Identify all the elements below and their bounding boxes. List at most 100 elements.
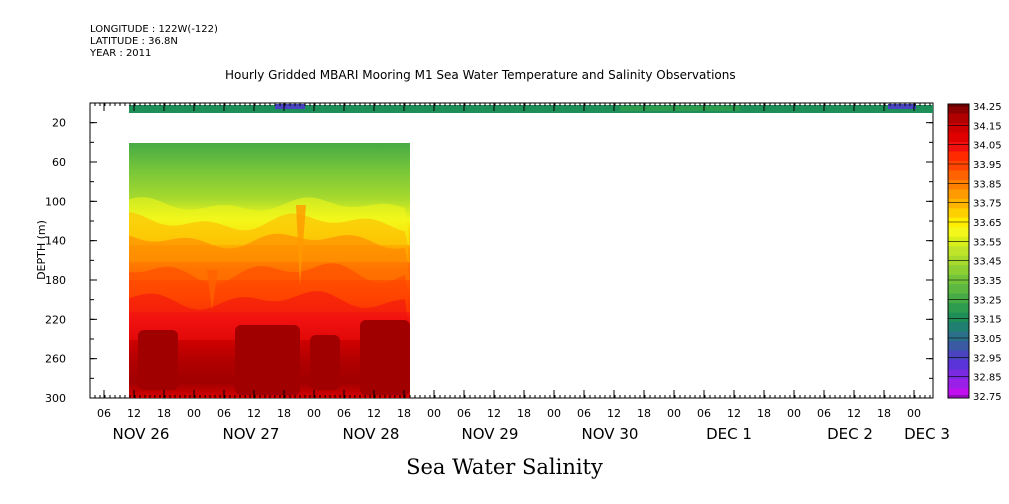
- x-date-label: NOV 27: [223, 425, 280, 443]
- contour-34-10: [129, 291, 410, 340]
- x-hour-label: 12: [367, 407, 381, 420]
- surface-low-patch: [888, 104, 916, 109]
- x-hour-label: 06: [577, 407, 591, 420]
- colorbar-swatch: [948, 198, 969, 209]
- longitude-label: LONGITUDE : 122W(-122): [90, 24, 218, 35]
- colorbar-label: 33.85: [973, 179, 1002, 190]
- colorbar-swatch: [948, 170, 969, 181]
- x-hour-label: 00: [907, 407, 921, 420]
- y-tick-label: 300: [45, 392, 66, 405]
- x-hour-label: 18: [397, 407, 411, 420]
- colorbar-label: 33.25: [973, 295, 1002, 306]
- colorbar-swatch: [948, 141, 969, 152]
- x-hour-label: 00: [187, 407, 201, 420]
- salinity-core: [310, 335, 340, 390]
- x-date-label: DEC 1: [706, 425, 752, 443]
- colorbar-swatch: [948, 151, 969, 162]
- x-hour-label: 00: [787, 407, 801, 420]
- colorbar-swatch: [948, 379, 969, 390]
- colorbar-swatch: [948, 189, 969, 200]
- year-label: YEAR : 2011: [90, 48, 152, 59]
- colorbar-label: 33.15: [973, 315, 1002, 326]
- colorbar-swatch: [948, 265, 969, 276]
- x-hour-label: 18: [277, 407, 291, 420]
- colorbar-swatch: [948, 312, 969, 323]
- colorbar: 34.25 34.15 34.05 33.95 33.85 33.75 33.65 33.55…: [947, 102, 1002, 403]
- y-tick-label: 220: [45, 313, 66, 326]
- y-tick-label: 100: [45, 195, 66, 208]
- colorbar-label: 34.25: [973, 102, 1002, 113]
- x-hour-label: 06: [337, 407, 351, 420]
- x-hour-label: 12: [607, 407, 621, 420]
- x-hour-label: 00: [307, 407, 321, 420]
- colorbar-label: 34.05: [973, 141, 1002, 152]
- surface-mid-patch: [620, 106, 740, 111]
- colorbar-swatch: [948, 388, 969, 399]
- colorbar-swatch: [948, 179, 969, 190]
- x-date-label: NOV 26: [113, 425, 170, 443]
- colorbar-label: 33.35: [973, 276, 1002, 287]
- colorbar-label: 33.05: [973, 334, 1002, 345]
- surface-low-patch: [275, 104, 305, 109]
- chart-title: Hourly Gridded MBARI Mooring M1 Sea Wate…: [225, 68, 736, 82]
- salinity-dip: [207, 270, 218, 310]
- colorbar-label: 32.75: [973, 392, 1002, 403]
- axes-layer: 20 60 100 140 180 220 260 300 DEPTH (m) 06 12 18 00 0…: [35, 102, 950, 443]
- y-tick-label: 20: [52, 117, 66, 130]
- x-hour-label: 06: [457, 407, 471, 420]
- colorbar-label: 33.65: [973, 218, 1002, 229]
- x-hour-label: 18: [877, 407, 891, 420]
- y-tick-label: 60: [52, 156, 66, 169]
- x-hour-label: 12: [847, 407, 861, 420]
- x-hour-label: 12: [727, 407, 741, 420]
- metadata-block: LONGITUDE : 122W(-122) LATITUDE : 36.8N …: [90, 24, 218, 60]
- colorbar-swatch: [948, 360, 969, 371]
- colorbar-swatch: [948, 293, 969, 304]
- y-tick-label: 260: [45, 353, 66, 366]
- y-axis-label: DEPTH (m): [35, 220, 48, 280]
- surface-layer-band: [129, 105, 933, 113]
- x-hour-label: 06: [697, 407, 711, 420]
- x-axis-title: Sea Water Salinity: [406, 455, 603, 479]
- colorbar-label: 34.15: [973, 121, 1002, 132]
- colorbar-swatch: [948, 227, 969, 238]
- x-date-label: DEC 2: [827, 425, 873, 443]
- colorbar-swatch: [948, 160, 969, 171]
- x-date-label: NOV 29: [462, 425, 519, 443]
- x-hour-label: 18: [157, 407, 171, 420]
- y-tick-label: 180: [45, 274, 66, 287]
- x-hour-label: 06: [217, 407, 231, 420]
- colorbar-swatch: [948, 350, 969, 361]
- x-date-label: NOV 30: [582, 425, 639, 443]
- colorbar-swatch: [948, 132, 969, 143]
- salinity-core: [360, 320, 410, 395]
- x-hour-label: 12: [487, 407, 501, 420]
- colorbar-swatch: [948, 217, 969, 228]
- data-layer: [129, 104, 933, 398]
- colorbar-swatch: [948, 113, 969, 124]
- x-hour-label: 12: [247, 407, 261, 420]
- colorbar-label: 32.95: [973, 353, 1002, 364]
- colorbar-swatch: [948, 303, 969, 314]
- latitude-label: LATITUDE : 36.8N: [90, 36, 178, 47]
- x-hour-label: 06: [97, 407, 111, 420]
- colorbar-label: 33.45: [973, 257, 1002, 268]
- colorbar-swatch: [948, 236, 969, 247]
- y-tick-label: 140: [45, 235, 66, 248]
- salinity-core: [138, 330, 178, 390]
- colorbar-border: [947, 103, 970, 399]
- x-hour-label: 00: [667, 407, 681, 420]
- colorbar-swatch: [948, 341, 969, 352]
- salinity-dip: [296, 205, 306, 285]
- colorbar-swatch: [948, 122, 969, 133]
- colorbar-swatch: [948, 322, 969, 333]
- colorbar-swatch: [948, 369, 969, 380]
- salinity-core: [235, 325, 300, 395]
- colorbar-swatch: [948, 331, 969, 342]
- colorbar-swatch: [948, 208, 969, 219]
- x-date-label: DEC 3: [904, 425, 950, 443]
- colorbar-label: 32.85: [973, 373, 1002, 384]
- x-hour-label: 06: [817, 407, 831, 420]
- colorbar-label: 33.55: [973, 237, 1002, 248]
